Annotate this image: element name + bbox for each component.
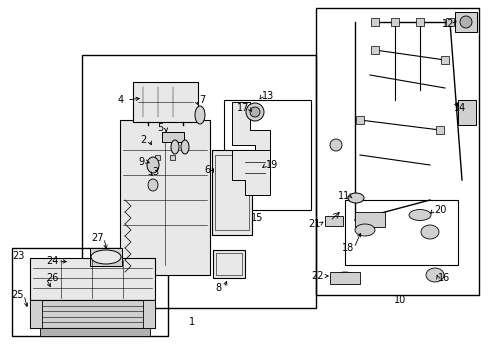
Ellipse shape bbox=[249, 107, 260, 117]
Text: 19: 19 bbox=[265, 160, 278, 170]
Ellipse shape bbox=[91, 250, 121, 264]
Ellipse shape bbox=[147, 157, 159, 173]
Text: 23: 23 bbox=[12, 251, 24, 261]
Bar bbox=[142, 300, 155, 328]
Text: 12: 12 bbox=[441, 19, 453, 29]
Text: 24: 24 bbox=[46, 256, 58, 266]
Bar bbox=[315, 8, 478, 295]
Polygon shape bbox=[30, 300, 155, 328]
Bar bbox=[212, 150, 251, 235]
Text: 20: 20 bbox=[433, 205, 445, 215]
Bar bbox=[213, 250, 244, 278]
Bar bbox=[355, 116, 363, 124]
Text: 10: 10 bbox=[393, 295, 406, 305]
Bar bbox=[370, 18, 378, 26]
Bar bbox=[354, 212, 384, 227]
Ellipse shape bbox=[420, 225, 438, 239]
Bar bbox=[440, 56, 448, 64]
Bar bbox=[329, 272, 359, 284]
Polygon shape bbox=[30, 258, 155, 300]
Bar bbox=[162, 132, 183, 142]
Text: 1: 1 bbox=[188, 317, 195, 327]
Bar bbox=[12, 248, 168, 336]
Text: 11: 11 bbox=[337, 191, 349, 201]
Text: 22: 22 bbox=[311, 271, 324, 281]
Bar bbox=[454, 12, 476, 32]
Bar bbox=[133, 82, 198, 122]
Text: 14: 14 bbox=[453, 103, 465, 113]
Text: 16: 16 bbox=[437, 273, 449, 283]
Text: 26: 26 bbox=[46, 273, 58, 283]
Bar bbox=[224, 100, 310, 210]
Ellipse shape bbox=[195, 106, 204, 124]
Text: 25: 25 bbox=[12, 290, 24, 300]
Bar bbox=[345, 200, 457, 265]
Ellipse shape bbox=[148, 179, 158, 191]
Bar bbox=[216, 253, 242, 275]
Bar bbox=[40, 328, 150, 336]
Ellipse shape bbox=[425, 268, 443, 282]
Ellipse shape bbox=[347, 193, 363, 203]
Ellipse shape bbox=[459, 16, 471, 28]
Ellipse shape bbox=[354, 224, 374, 236]
Polygon shape bbox=[231, 150, 269, 195]
Text: 13: 13 bbox=[262, 91, 274, 101]
Ellipse shape bbox=[171, 140, 179, 154]
Text: 4: 4 bbox=[118, 95, 124, 105]
Bar bbox=[390, 18, 398, 26]
Text: 2: 2 bbox=[140, 135, 146, 145]
Text: 9: 9 bbox=[138, 157, 144, 167]
Text: 15: 15 bbox=[250, 213, 263, 223]
Bar bbox=[82, 55, 315, 308]
Bar bbox=[120, 120, 209, 275]
Text: 7: 7 bbox=[199, 95, 204, 105]
Bar bbox=[155, 155, 160, 160]
Ellipse shape bbox=[333, 272, 355, 284]
Bar bbox=[90, 248, 122, 266]
Bar bbox=[325, 216, 342, 226]
Text: 3: 3 bbox=[152, 167, 158, 177]
Text: 8: 8 bbox=[215, 283, 221, 293]
Text: 18: 18 bbox=[341, 243, 353, 253]
Ellipse shape bbox=[181, 140, 189, 154]
Bar bbox=[170, 155, 175, 160]
Bar bbox=[30, 300, 42, 328]
Text: 5: 5 bbox=[157, 123, 163, 133]
Text: 17: 17 bbox=[236, 103, 249, 113]
Ellipse shape bbox=[408, 210, 430, 220]
Bar bbox=[415, 18, 423, 26]
Bar bbox=[457, 100, 475, 125]
Text: 21: 21 bbox=[307, 219, 320, 229]
Bar bbox=[370, 46, 378, 54]
Bar bbox=[435, 126, 443, 134]
Text: 6: 6 bbox=[203, 165, 210, 175]
Ellipse shape bbox=[245, 103, 264, 121]
Polygon shape bbox=[231, 102, 269, 160]
Bar bbox=[215, 155, 248, 230]
Ellipse shape bbox=[329, 139, 341, 151]
Text: 27: 27 bbox=[92, 233, 104, 243]
Bar bbox=[445, 18, 453, 26]
